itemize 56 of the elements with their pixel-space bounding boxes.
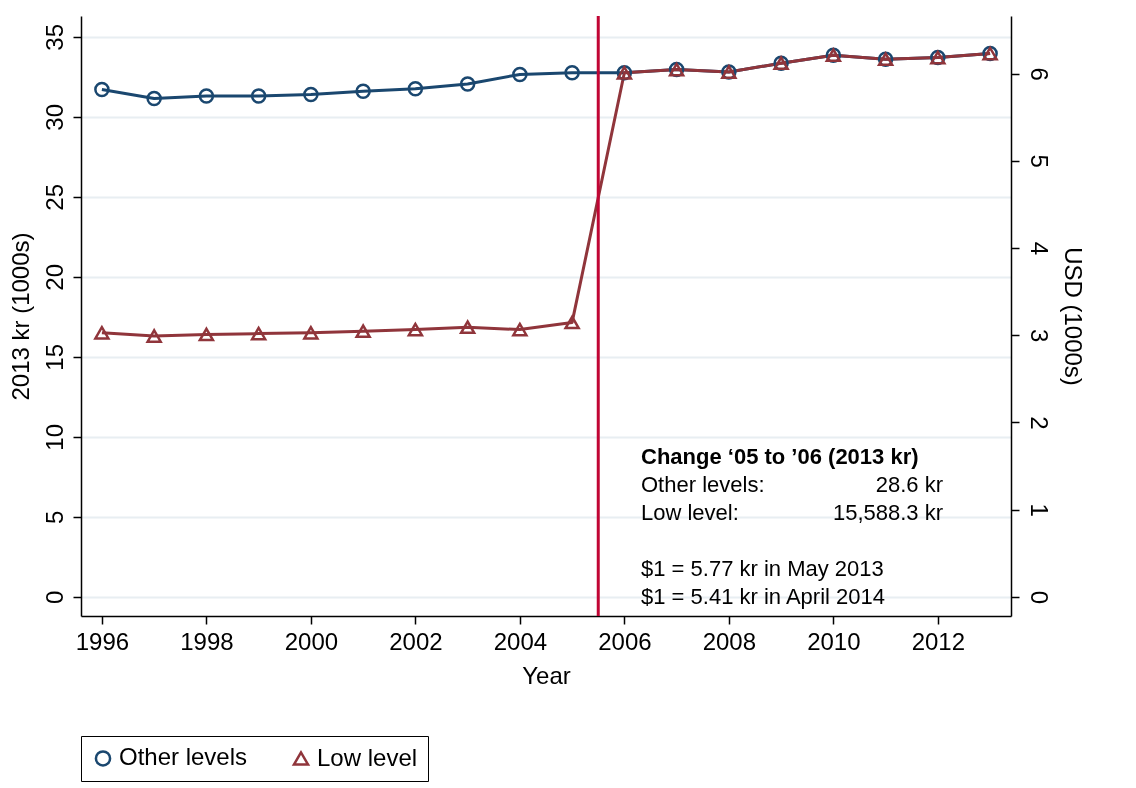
y-tick-label: 35 <box>40 23 68 51</box>
point <box>250 326 267 341</box>
x-tick-label: 1996 <box>75 627 130 655</box>
point <box>94 81 110 98</box>
y-tick-label: 10 <box>40 423 68 451</box>
x-tick-label: 2000 <box>284 627 339 655</box>
annotation: 28.6 kr <box>875 472 943 497</box>
y-tick-label: 25 <box>40 183 68 211</box>
y-tick-label: 15 <box>40 343 68 371</box>
x-tick-label: 2004 <box>493 627 548 655</box>
x-tick-label: 1998 <box>180 627 234 655</box>
legend-label: Low level <box>317 743 418 771</box>
y-tick-label: 0 <box>40 590 68 604</box>
point <box>303 86 319 103</box>
point <box>512 66 528 83</box>
point <box>355 83 371 99</box>
y2-axis-title: USD (1000s) <box>1059 247 1087 386</box>
y2-tick-label: 0 <box>1025 590 1053 604</box>
point <box>564 65 580 81</box>
x-tick-label: 2002 <box>389 627 443 655</box>
y-tick-label: 5 <box>40 510 68 524</box>
point <box>355 324 371 339</box>
point <box>303 325 319 340</box>
point <box>146 329 162 343</box>
annotation: Change ‘05 to ’06 (2013 kr) <box>641 444 919 469</box>
y2-tick-label: 4 <box>1025 241 1053 256</box>
annotation: Other levels: <box>641 472 765 497</box>
point <box>250 88 267 104</box>
y-tick-label: 20 <box>40 263 68 291</box>
y-tick-label: 30 <box>40 103 68 131</box>
y2-tick-label: 2 <box>1025 416 1053 430</box>
point <box>407 81 424 97</box>
point <box>198 327 215 342</box>
y2-tick-label: 5 <box>1025 154 1053 168</box>
point <box>198 88 215 104</box>
x-axis-title: Year <box>522 661 571 689</box>
point <box>459 320 476 335</box>
point <box>407 322 424 337</box>
point <box>459 76 476 92</box>
legend-label: Other levels <box>119 743 248 771</box>
annotation: Low level: <box>641 500 739 525</box>
x-tick-label: 2010 <box>807 627 861 655</box>
annotation: $1 = 5.77 kr in May 2013 <box>641 556 884 581</box>
annotation: $1 = 5.41 kr in April 2014 <box>641 584 885 609</box>
point <box>512 322 528 337</box>
point <box>564 315 580 330</box>
y-axis-title: 2013 kr (1000s) <box>6 232 34 401</box>
point <box>94 325 110 340</box>
x-tick-label: 2006 <box>598 627 652 655</box>
x-tick-label: 2012 <box>911 627 966 655</box>
annotation: 15,588.3 kr <box>832 500 943 525</box>
point <box>146 90 162 107</box>
x-tick-label: 2008 <box>702 627 757 655</box>
y2-tick-label: 6 <box>1025 67 1053 81</box>
y2-tick-label: 1 <box>1025 503 1053 517</box>
y2-tick-label: 3 <box>1025 329 1053 343</box>
